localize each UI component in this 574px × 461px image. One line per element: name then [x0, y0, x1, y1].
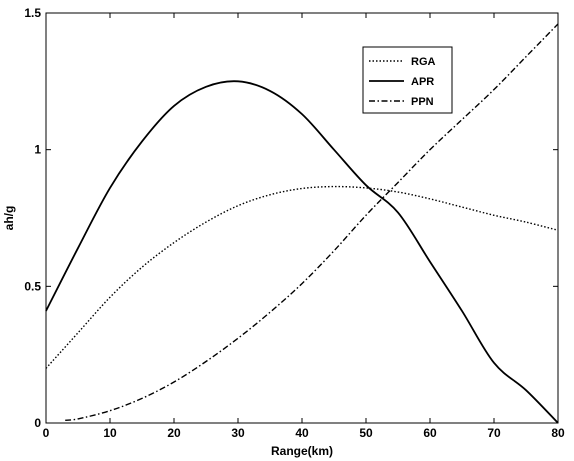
x-tick-label: 0: [43, 426, 50, 440]
x-tick-label: 60: [423, 426, 437, 440]
x-tick-label: 40: [295, 426, 309, 440]
x-tick-label: 30: [231, 426, 245, 440]
y-tick-label: 0: [34, 416, 41, 430]
y-tick-labels: 0 0.5 1 1.5: [24, 6, 41, 430]
x-tick-label: 50: [359, 426, 373, 440]
plot-area: [45, 12, 559, 424]
y-tick-label: 1.5: [24, 6, 41, 20]
series-line-ppn: [65, 23, 559, 421]
y-tick-label: 1: [34, 143, 41, 157]
legend: RGA APR PPN: [362, 46, 453, 114]
y-axis-label: ah/g: [2, 206, 16, 231]
axis-ticks: [45, 12, 559, 424]
x-tick-label: 70: [487, 426, 501, 440]
series-line-apr: [45, 80, 559, 424]
series-line-rga: [45, 185, 559, 369]
x-axis-label: Range(km): [271, 444, 333, 458]
x-tick-label: 10: [103, 426, 117, 440]
series-lines: [45, 23, 559, 424]
legend-label-ppn: PPN: [411, 96, 434, 108]
y-tick-label: 0.5: [24, 279, 41, 293]
legend-box: [362, 46, 453, 114]
x-tick-label: 20: [167, 426, 181, 440]
x-tick-label: 80: [551, 426, 565, 440]
legend-label-apr: APR: [411, 76, 434, 88]
legend-label-rga: RGA: [411, 56, 436, 68]
x-tick-labels: 0 10 20 30 40 50 60 70 80: [43, 426, 565, 440]
